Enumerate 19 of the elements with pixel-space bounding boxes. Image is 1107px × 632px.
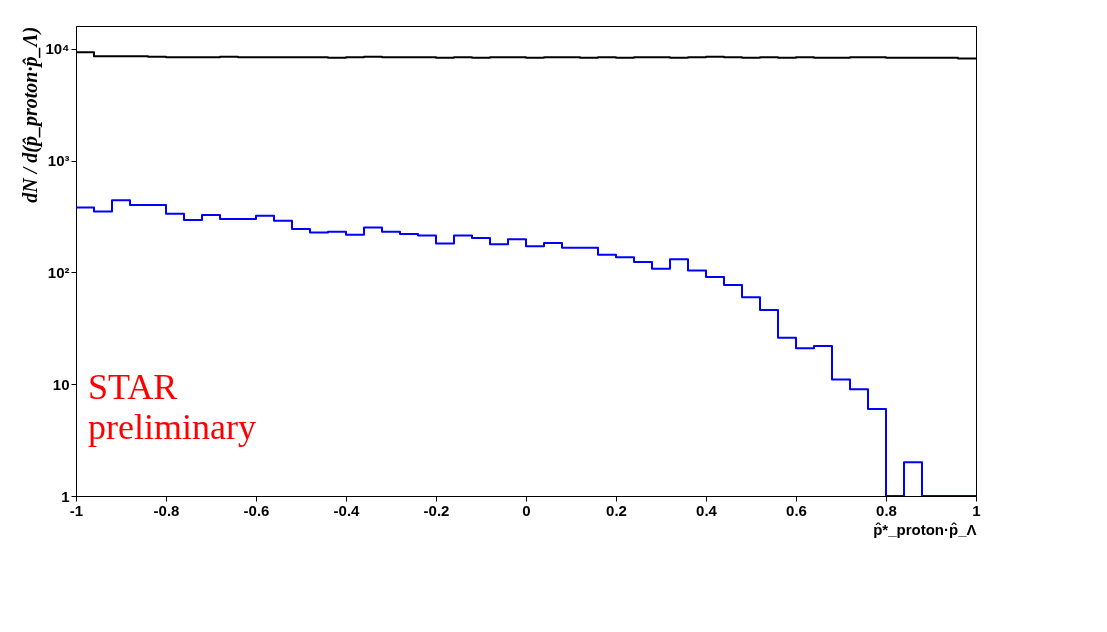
x-tick-label: 0.6	[786, 501, 807, 519]
x-tick-label: -1	[69, 501, 84, 519]
y-tick-label: 10³	[47, 152, 70, 170]
x-tick-label: -0.2	[423, 501, 450, 519]
x-tick-label: 0	[522, 501, 531, 519]
x-axis-title: p̂*_proton·p̂_Λ	[873, 520, 977, 538]
y-tick-label: 10	[52, 375, 70, 393]
y-tick-label: 1	[61, 487, 70, 505]
y-axis-title: dN / d(p̂_proton·p̂_Λ)	[19, 26, 43, 203]
x-tick-label: 0.8	[876, 501, 897, 519]
x-tick-label: -0.8	[153, 501, 180, 519]
y-tick-label: 10²	[47, 263, 70, 281]
y-tick-label: 10⁴	[45, 40, 70, 58]
x-tick-label: 0.2	[606, 501, 627, 519]
x-tick-label: 0.4	[696, 501, 718, 519]
x-tick-label: -0.4	[333, 501, 361, 519]
x-tick-label: -0.6	[243, 501, 270, 519]
annotation: STAR preliminary	[88, 367, 256, 447]
x-tick-label: 1	[972, 501, 981, 519]
